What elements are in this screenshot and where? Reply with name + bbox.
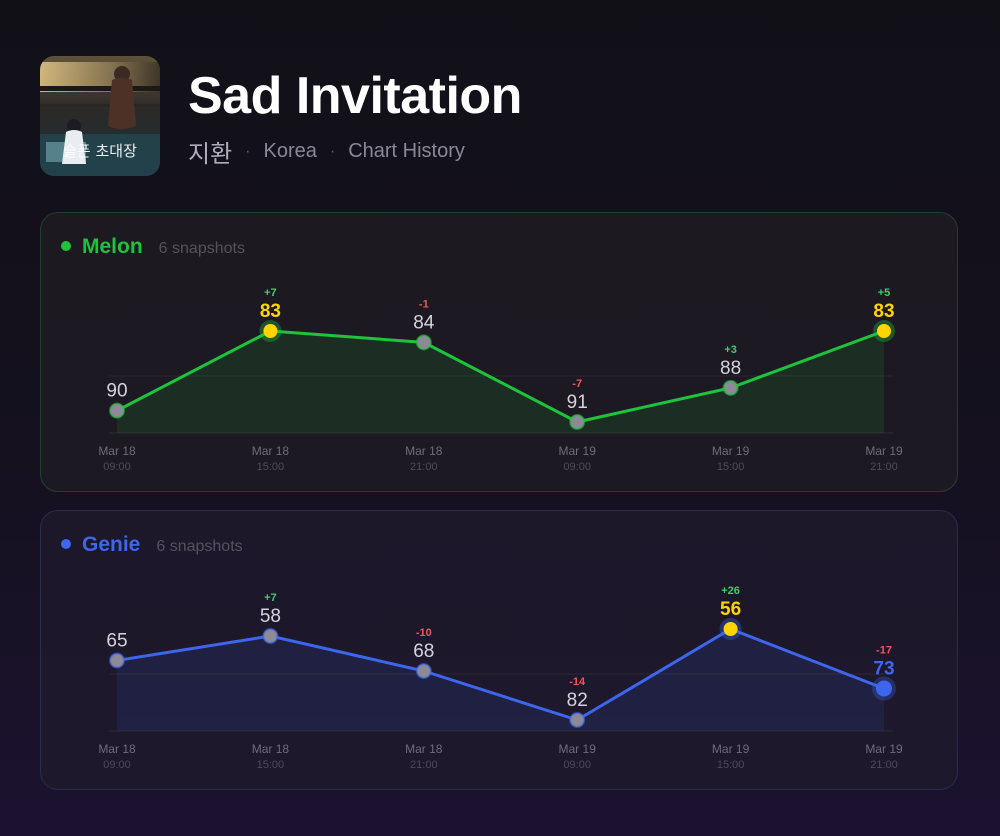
melon-point [109,402,125,419]
melon-change-label: +5 [878,287,891,299]
genie-tick-date: Mar 19 [712,742,750,756]
album-cover-art: 슬픈 초대장 [40,56,160,176]
melon-rank-label: 90 [106,381,127,402]
genie-tick-time: 15:00 [717,759,745,771]
genie-platform-name: Genie [82,533,141,556]
melon-snapshot-count: 6 snapshots [158,240,245,257]
melon-point-best [263,324,278,338]
genie-tick-date: Mar 19 [559,742,597,756]
genie-point-best [723,622,738,636]
genie-point [109,652,125,669]
genie-area [117,629,884,731]
melon-tick-date: Mar 19 [712,444,750,458]
melon-change-label: -1 [419,298,429,310]
genie-tick-date: Mar 18 [405,742,443,756]
genie-rank-label: 68 [413,641,434,662]
genie-point [415,663,432,679]
melon-rank-label: 83 [260,301,281,322]
separator-dot: · [245,142,251,160]
genie-snapshot-count: 6 snapshots [156,538,243,555]
melon-point [415,334,432,351]
melon-tick-time: 09:00 [563,461,591,473]
melon-change-label: -7 [572,378,582,390]
melon-tick-date: Mar 18 [98,444,136,458]
separator-dot: · [329,142,336,160]
melon-rank-label: 84 [413,312,435,333]
genie-point [569,712,586,728]
genie-change-label: -10 [416,627,432,639]
melon-tick-time: 21:00 [410,461,438,473]
melon-rank-label: 83 [873,301,894,322]
melon-rank-label: 88 [720,358,741,379]
genie-tick-time: 09:00 [563,759,591,771]
melon-series-line [116,329,885,424]
genie-rank-label: 58 [260,606,281,627]
melon-point [569,414,586,430]
melon-tick-time: 15:00 [257,461,285,473]
region-label: Korea [263,140,317,162]
genie-rank-label: 73 [873,659,894,680]
melon-point [722,379,739,396]
melon-line-chart: 90 Mar 18 09:00 83 +7 Mar 18 15:00 84 -1 Mar 18 21… [98,287,903,473]
genie-tick-date: Mar 18 [98,742,136,756]
genie-tick-time: 15:00 [257,759,285,771]
subtitle-row: 지환 · Korea · Chart History [188,134,465,169]
genie-rank-label: 56 [720,599,741,620]
melon-point-best [877,324,891,338]
genie-status-dot [61,539,71,549]
page-title: Sad Invitation [188,67,522,125]
melon-tick-date: Mar 18 [252,444,290,458]
melon-tick-date: Mar 19 [559,444,597,458]
genie-rank-label: 65 [106,631,127,652]
section-label: Chart History [348,140,465,162]
genie-change-label: +26 [721,585,740,597]
genie-panel-header: Genie 6 snapshots [61,533,243,557]
melon-change-label: +7 [264,287,277,299]
melon-tick-date: Mar 19 [865,444,903,458]
melon-tick-time: 21:00 [870,461,898,473]
melon-rank-label: 91 [567,392,588,413]
genie-line-chart: 65 Mar 18 09:00 58 +7 Mar 18 15:00 68 -10 Mar 18 2… [98,585,903,771]
melon-tick-date: Mar 18 [405,444,443,458]
genie-chart-panel: Genie 6 snapshots 65 Mar 18 09:00 58 +7 Mar 1… [40,510,958,790]
melon-platform-name: Melon [82,235,143,258]
melon-chart-panel: Melon 6 snapshots 90 Mar 18 09:00 83 +7 Mar 1… [40,212,958,492]
song-header: 슬픈 초대장 Sad Invitation 지환 · Korea · Chart… [40,56,960,176]
melon-area [117,331,884,433]
genie-change-label: -17 [876,645,892,657]
genie-point [262,628,279,644]
genie-change-label: -14 [569,676,586,688]
genie-rank-label: 82 [567,690,588,711]
genie-tick-date: Mar 18 [252,742,290,756]
cover-title-text: 슬픈 초대장 [63,142,137,160]
genie-point-latest [876,680,892,697]
genie-change-label: +7 [264,592,277,604]
genie-tick-time: 09:00 [103,759,131,771]
melon-status-dot [61,241,71,251]
melon-tick-time: 15:00 [717,461,745,473]
genie-tick-time: 21:00 [870,759,898,771]
melon-panel-header: Melon 6 snapshots [61,235,245,259]
genie-tick-date: Mar 19 [865,742,903,756]
melon-change-label: +3 [724,344,737,356]
album-cover: 슬픈 초대장 [40,56,160,176]
melon-tick-time: 09:00 [103,461,131,473]
genie-tick-time: 21:00 [410,759,438,771]
artist-name[interactable]: 지환 [188,141,233,168]
genie-series-line [116,627,885,722]
